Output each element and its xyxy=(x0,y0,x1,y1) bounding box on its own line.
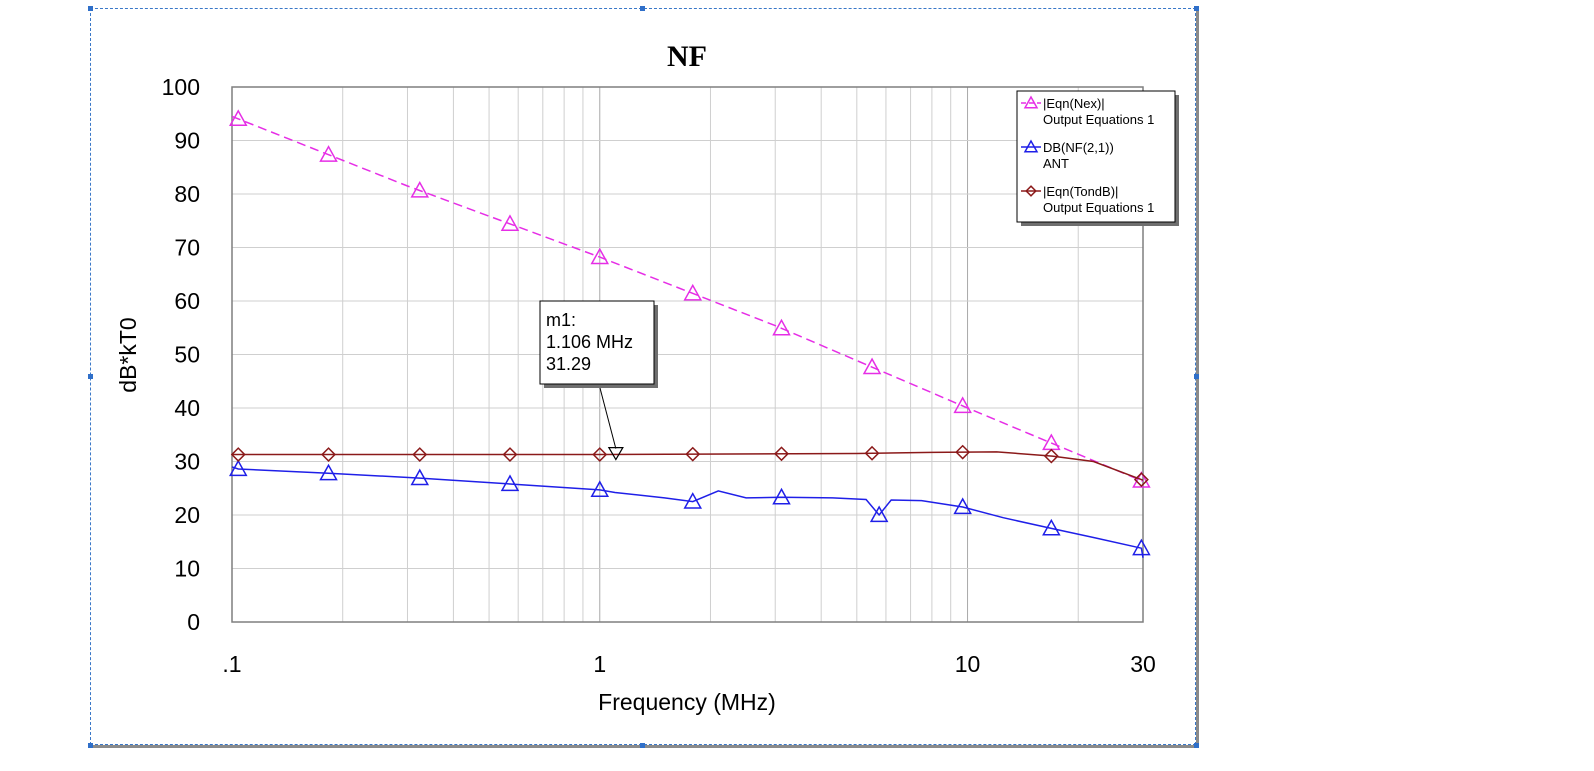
series-0-point xyxy=(319,145,338,162)
legend-label-0: |Eqn(Nex)| xyxy=(1043,96,1105,111)
grid xyxy=(231,86,1144,623)
x-tick-label: .1 xyxy=(222,651,241,677)
series-0-point xyxy=(953,396,972,414)
series-1-point xyxy=(228,459,248,477)
series-2-point xyxy=(685,446,701,462)
legend-label-2: |Eqn(TondB)| xyxy=(1043,184,1118,199)
legend-label-1: DB(NF(2,1)) xyxy=(1043,140,1114,155)
series-1-point xyxy=(953,497,972,515)
resize-handle-n[interactable] xyxy=(640,6,645,11)
series-1-point xyxy=(319,463,338,481)
y-axis-label: dB*kT0 xyxy=(115,317,141,392)
resize-handle-ne[interactable] xyxy=(1194,6,1199,11)
series-line-0 xyxy=(231,115,1144,482)
y-tick-label: 0 xyxy=(187,609,200,635)
marker-leader xyxy=(599,387,617,449)
series-line-2 xyxy=(232,451,1144,481)
resize-handle-sw[interactable] xyxy=(88,743,93,748)
series-2-point xyxy=(1133,472,1149,488)
y-tick-label: 30 xyxy=(174,449,200,475)
series-2-point xyxy=(412,447,428,463)
series-1-point xyxy=(500,474,520,492)
legend-source-0: Output Equations 1 xyxy=(1043,112,1154,127)
y-tick-label: 80 xyxy=(174,181,200,207)
x-axis-label: Frequency (MHz) xyxy=(598,689,776,715)
series-1-point xyxy=(772,487,791,505)
x-tick-label: 1 xyxy=(593,651,606,677)
y-tick-label: 40 xyxy=(174,395,200,421)
legend[interactable]: |Eqn(Nex)|Output Equations 1DB(NF(2,1))A… xyxy=(1016,90,1179,226)
series-0-point xyxy=(410,180,430,198)
series-1-point xyxy=(1042,518,1061,536)
series-2-point xyxy=(321,447,336,463)
series-1-point xyxy=(590,480,610,498)
y-tick-label: 50 xyxy=(174,342,200,368)
series-2-point xyxy=(230,447,246,463)
series-1-point xyxy=(869,505,889,523)
series-2-point xyxy=(774,446,789,462)
resize-handle-se[interactable] xyxy=(1194,743,1199,748)
series-1-point xyxy=(683,492,703,509)
resize-handle-nw[interactable] xyxy=(88,6,93,11)
marker-text-line: m1: xyxy=(546,310,576,330)
series-0-point xyxy=(862,357,882,375)
series-1-point xyxy=(410,468,430,486)
series-layer xyxy=(228,109,1151,558)
resize-handle-e[interactable] xyxy=(1194,374,1199,379)
legend-source-1: ANT xyxy=(1043,156,1069,171)
y-tick-label: 60 xyxy=(174,288,200,314)
series-0-point xyxy=(500,214,520,232)
plot-area xyxy=(231,86,1144,623)
series-2-point xyxy=(864,445,880,461)
x-tick-label: 10 xyxy=(955,651,981,677)
series-2-point xyxy=(955,444,971,460)
legend-marker-2 xyxy=(1025,185,1037,197)
frame-shadow xyxy=(92,745,1199,748)
legend-box xyxy=(1016,90,1176,223)
y-tick-label: 100 xyxy=(162,74,200,100)
y-tick-label: 20 xyxy=(174,502,200,528)
chart-title: NF xyxy=(667,40,707,73)
series-line-1 xyxy=(231,466,1144,558)
legend-source-2: Output Equations 1 xyxy=(1043,200,1154,215)
tick-labels: 0 10 20 30 40 50 60 70 80 90 100 .1 1 10 30 xyxy=(162,74,1156,677)
series-2-point xyxy=(1043,448,1059,464)
legend-marker-1 xyxy=(1023,139,1039,153)
x-tick-label: 30 xyxy=(1130,651,1156,677)
y-tick-label: 10 xyxy=(174,556,200,582)
series-0-point xyxy=(1042,433,1061,451)
marker-box xyxy=(539,300,655,385)
marker-pointer xyxy=(607,446,624,461)
resize-handle-w[interactable] xyxy=(88,374,93,379)
series-2-point xyxy=(592,447,608,463)
marker-text-line: 1.106 MHz xyxy=(546,332,633,352)
resize-handle-s[interactable] xyxy=(640,743,645,748)
series-0-point xyxy=(590,247,610,265)
series-1-point xyxy=(1132,538,1151,556)
legend-marker-0 xyxy=(1023,95,1039,109)
series-2-point xyxy=(502,447,518,463)
y-tick-label: 90 xyxy=(174,128,200,154)
series-0-point xyxy=(683,283,703,301)
series-0-point xyxy=(772,318,791,336)
y-tick-label: 70 xyxy=(174,235,200,261)
frame-shadow xyxy=(1196,10,1199,748)
marker-text-line: 31.29 xyxy=(546,354,591,374)
series-0-point xyxy=(228,109,248,127)
